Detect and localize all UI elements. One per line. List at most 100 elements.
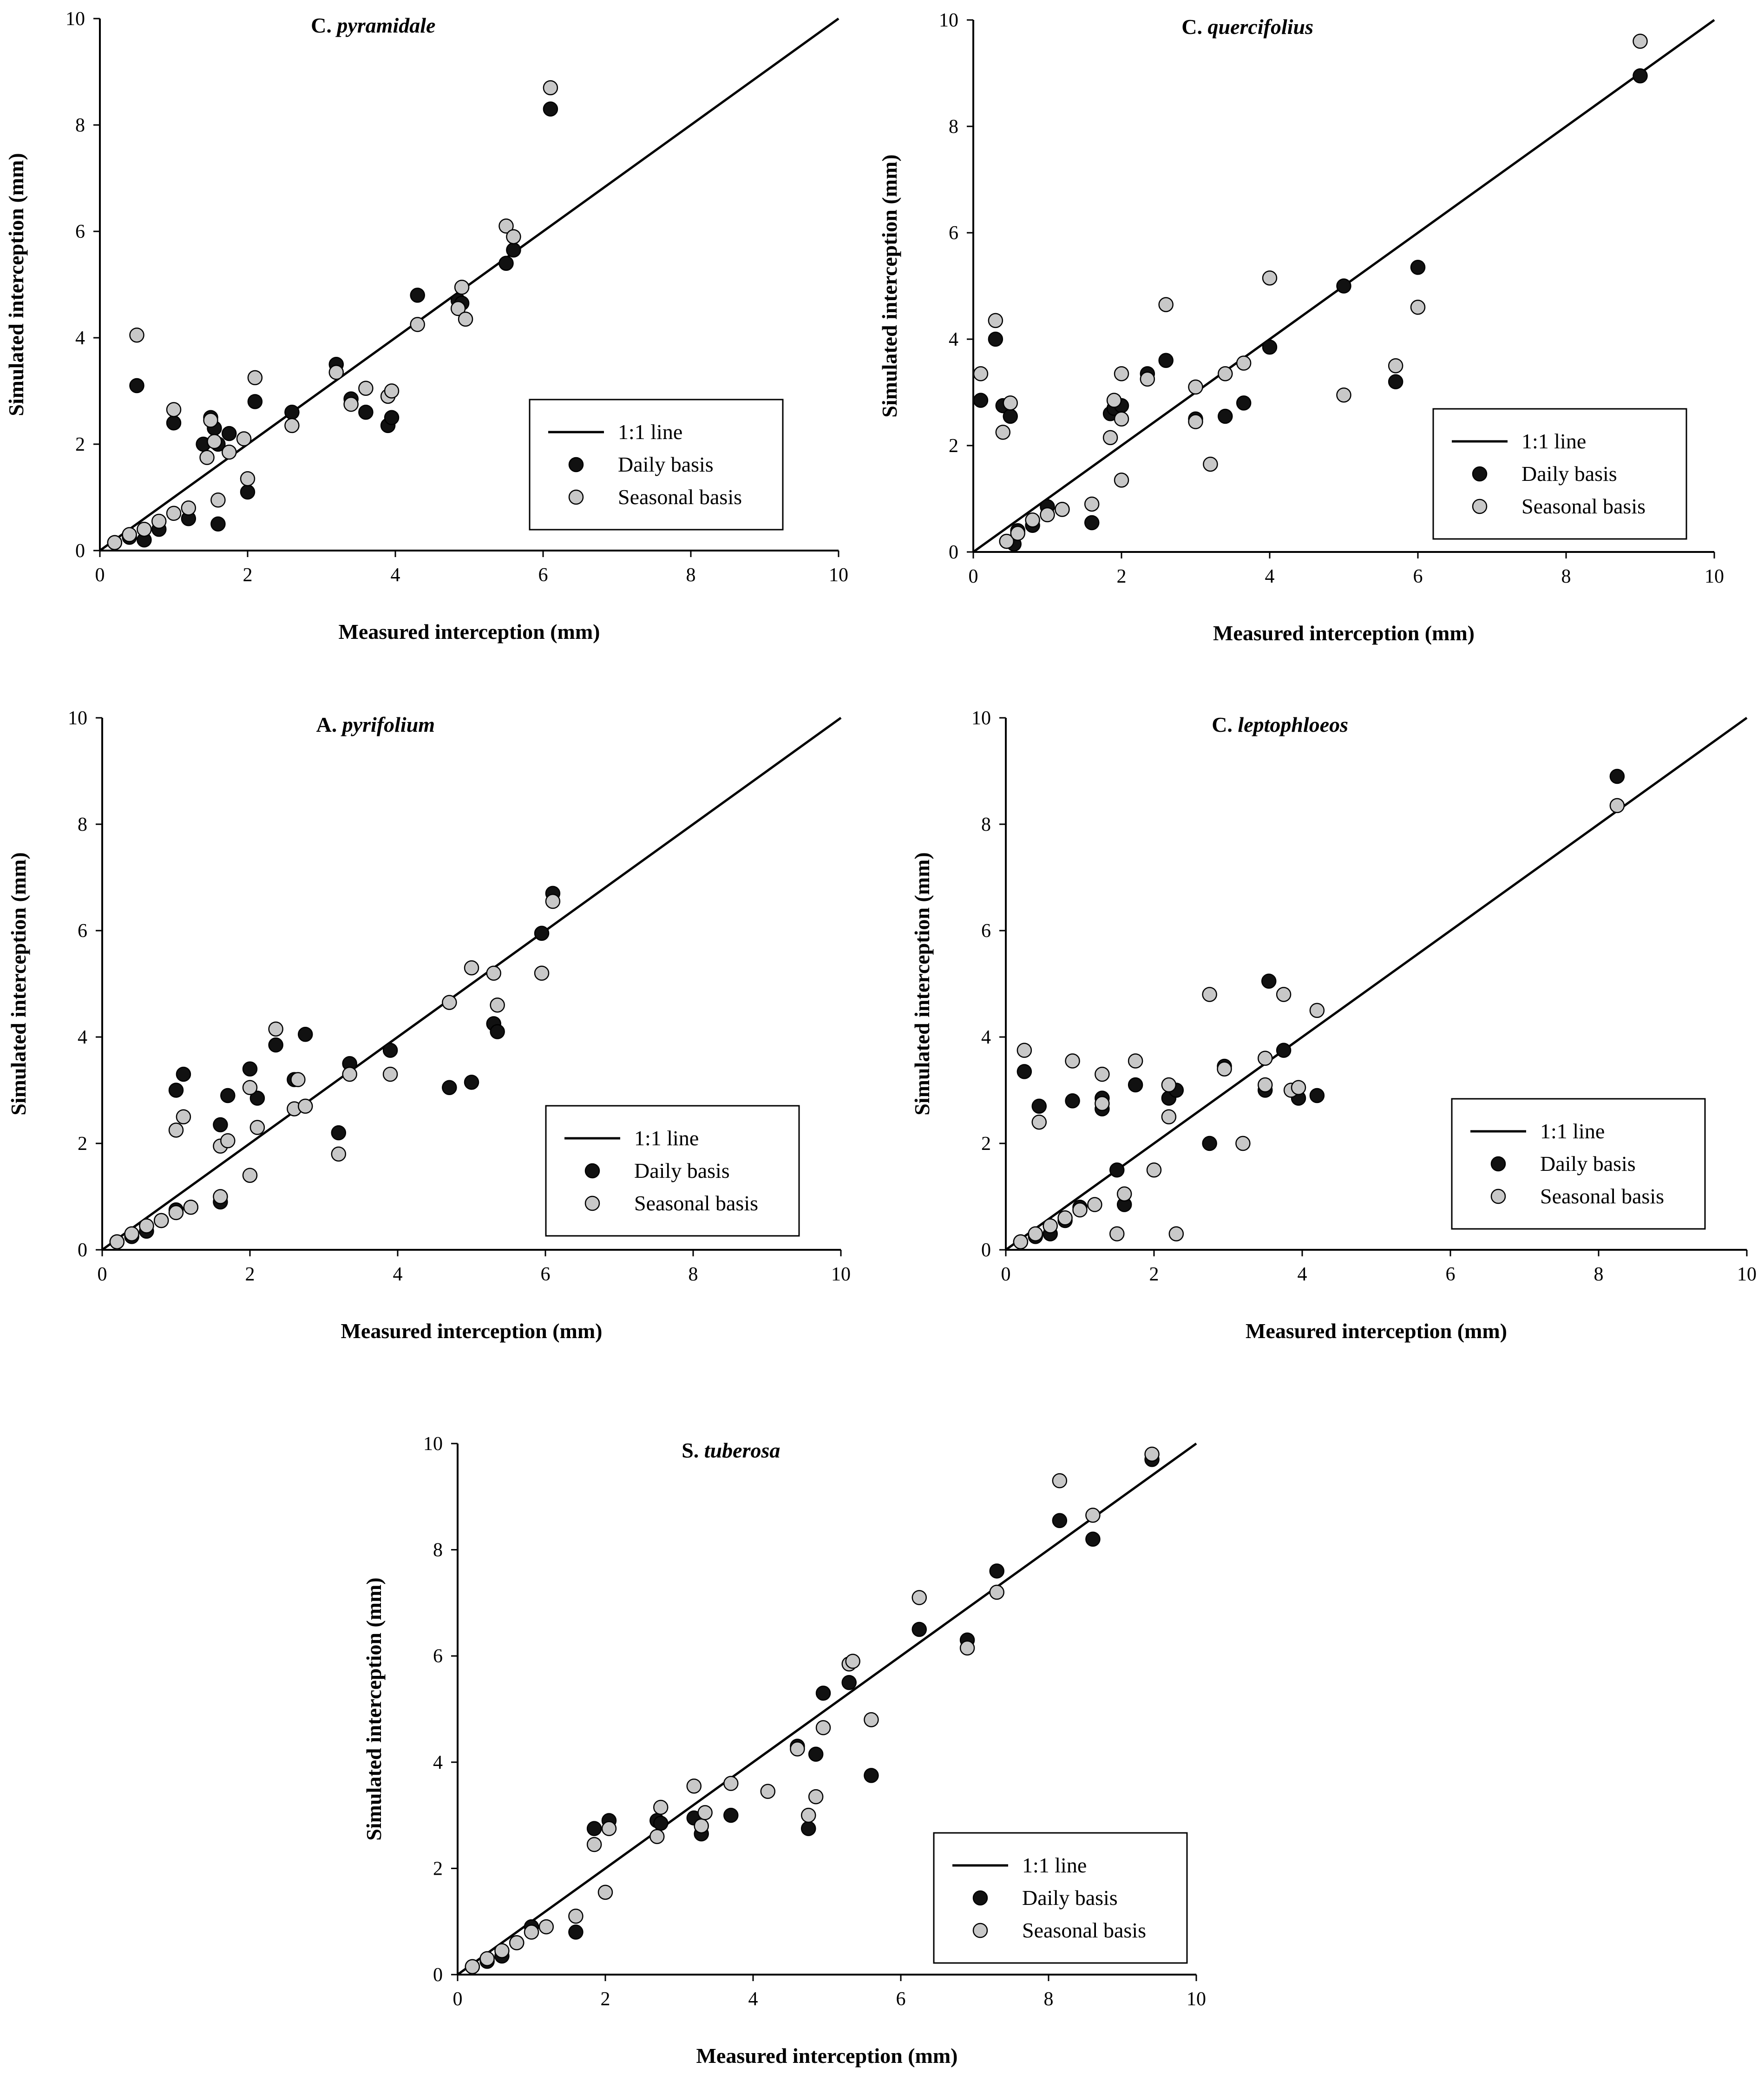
x-axis-title: Measured interception (mm)	[1213, 621, 1475, 645]
daily-point	[1016, 1064, 1032, 1079]
y-axis-title: Simulated interception (mm)	[7, 852, 30, 1115]
daily-point	[284, 405, 300, 420]
seasonal-point	[1168, 1226, 1184, 1241]
daily-point	[1128, 1077, 1143, 1093]
seasonal-point	[568, 1909, 584, 1924]
y-tick-label: 8	[78, 814, 87, 835]
one-to-one-line	[101, 716, 842, 1251]
seasonal-point	[479, 1951, 495, 1966]
legend: 1:1 line Daily basis Seasonal basis	[1451, 1098, 1706, 1230]
daily-point	[808, 1746, 824, 1762]
x-tick-label: 6	[541, 1264, 551, 1285]
seasonal-point	[176, 1109, 191, 1124]
seasonal-point	[139, 1218, 154, 1234]
y-axis-title: Simulated interception (mm)	[362, 1577, 386, 1840]
x-tick-label: 10	[1705, 566, 1724, 587]
seasonal-point	[1388, 358, 1403, 374]
daily-point	[1410, 260, 1426, 275]
seasonal-point	[1102, 430, 1118, 446]
seasonal-point	[1095, 1096, 1110, 1111]
daily-point	[247, 394, 263, 409]
seasonal-point	[151, 513, 167, 529]
seasonal-point	[597, 1884, 613, 1900]
seasonal-point	[298, 1098, 313, 1114]
seasonal-point	[989, 1584, 1004, 1600]
seasonal-point	[1258, 1050, 1273, 1066]
legend-seasonal-swatch	[972, 1923, 988, 1938]
daily-point	[653, 1815, 669, 1831]
seasonal-point	[1106, 393, 1122, 408]
seasonal-point	[242, 1080, 258, 1096]
seasonal-point	[465, 1959, 480, 1975]
y-tick-label: 4	[75, 328, 85, 349]
seasonal-point	[107, 535, 123, 551]
legend: 1:1 line Daily basis Seasonal basis	[933, 1832, 1188, 1964]
seasonal-point	[183, 1200, 199, 1215]
daily-point	[168, 1083, 184, 1098]
legend-seasonal-swatch	[584, 1195, 600, 1211]
seasonal-point	[586, 1837, 602, 1852]
x-tick-label: 2	[1117, 566, 1127, 587]
seasonal-point	[168, 1205, 184, 1221]
seasonal-point	[207, 434, 222, 449]
seasonal-point	[247, 370, 263, 386]
seasonal-point	[1336, 387, 1351, 403]
seasonal-point	[1309, 1003, 1325, 1018]
y-tick-label: 0	[75, 540, 85, 562]
seasonal-point	[760, 1784, 776, 1799]
daily-point	[166, 415, 182, 431]
seasonal-point	[1040, 507, 1055, 523]
x-tick-label: 4	[748, 1989, 758, 2010]
daily-point	[973, 393, 989, 408]
seasonal-point	[988, 313, 1003, 328]
seasonal-point	[995, 425, 1011, 440]
daily-point	[176, 1066, 191, 1082]
x-tick-label: 0	[95, 565, 105, 586]
legend-label-line: 1:1 line	[634, 1126, 699, 1150]
daily-point	[864, 1768, 879, 1783]
seasonal-point	[1031, 1114, 1047, 1130]
chart-panel-tuberosa: 0 2 4 6 8 10 0 2 4 6 8 10 Measured interception (mm)…	[362, 1433, 1206, 2068]
y-axis-title: Simulated interception (mm)	[910, 852, 934, 1115]
daily-point	[1276, 1043, 1292, 1058]
seasonal-point	[1025, 512, 1040, 528]
seasonal-point	[1202, 987, 1217, 1002]
daily-point	[242, 1061, 258, 1077]
seasonal-point	[1146, 1162, 1162, 1178]
seasonal-point	[649, 1829, 665, 1845]
daily-point	[1236, 395, 1252, 411]
daily-point	[1261, 973, 1277, 989]
legend-daily-swatch	[568, 457, 584, 473]
seasonal-point	[1291, 1080, 1306, 1096]
seasonal-point	[1084, 496, 1100, 512]
daily-point	[464, 1075, 479, 1090]
x-axis-title: Measured interception (mm)	[341, 1319, 603, 1343]
daily-point	[490, 1024, 505, 1039]
chart-panel-leptophloeos: 0 2 4 6 8 10 0 2 4 6 8 10 Measured interception (mm)…	[910, 708, 1757, 1343]
seasonal-point	[1016, 1043, 1032, 1058]
seasonal-point	[450, 301, 466, 316]
seasonal-point	[454, 279, 470, 295]
seasonal-point	[601, 1821, 617, 1836]
seasonal-point	[524, 1924, 539, 1940]
seasonal-point	[203, 413, 218, 428]
seasonal-point	[1116, 1186, 1132, 1202]
daily-point	[912, 1621, 927, 1637]
seasonal-point	[1128, 1053, 1143, 1069]
x-tick-label: 4	[1265, 566, 1275, 587]
x-tick-label: 10	[831, 1264, 851, 1285]
panel-title: S. tuberosa	[682, 1438, 780, 1462]
seasonal-point	[242, 1168, 258, 1183]
seasonal-point	[384, 383, 400, 399]
seasonal-point	[1087, 1197, 1102, 1212]
x-tick-label: 2	[243, 565, 253, 586]
legend-label-seasonal: Seasonal basis	[618, 485, 742, 509]
seasonal-point	[213, 1189, 228, 1204]
x-axis-title: Measured interception (mm)	[1246, 1319, 1507, 1343]
x-tick-label: 0	[1001, 1264, 1011, 1285]
legend-label-line: 1:1 line	[1540, 1119, 1605, 1143]
daily-point	[1336, 278, 1351, 294]
daily-point	[129, 378, 144, 394]
panel-title: C. pyramidale	[311, 13, 435, 37]
